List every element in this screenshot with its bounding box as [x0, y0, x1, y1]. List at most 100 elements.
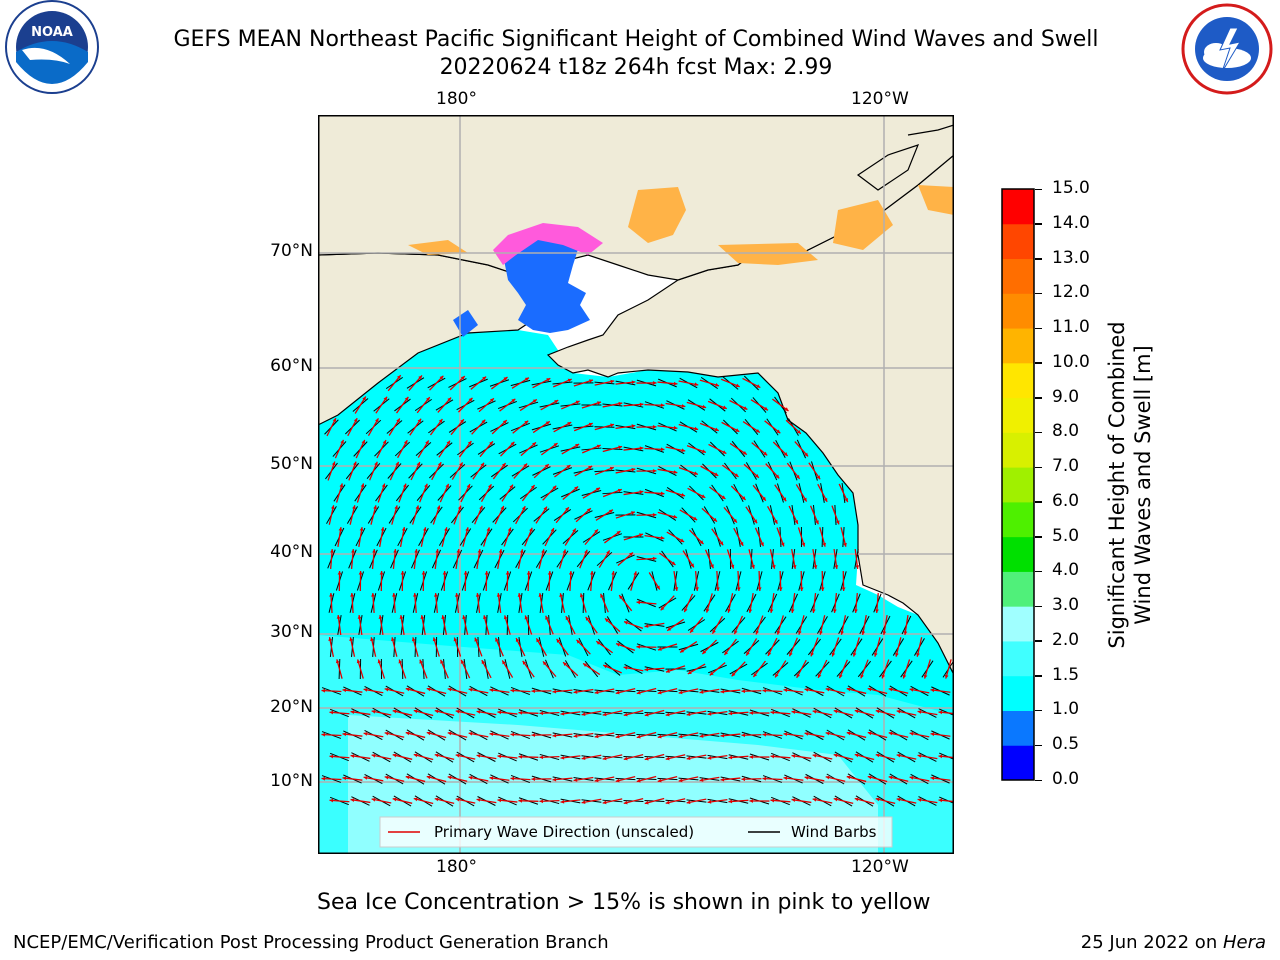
wave-arrow-head: [352, 505, 356, 510]
colorbar-tick-mark: [1035, 709, 1042, 712]
wave-arrow-head: [573, 734, 578, 738]
wave-arrow-head: [531, 689, 535, 693]
wave-arrow-head: [503, 615, 508, 620]
colorbar-tick-label: 8.0: [1052, 421, 1080, 442]
wave-arrow-head: [833, 709, 838, 714]
colorbar-tick-mark: [1035, 570, 1042, 573]
wave-arrow-head: [530, 485, 535, 490]
wave-arrow-head: [371, 709, 376, 714]
colorbar-cell: [1002, 571, 1034, 607]
sea-ice-orange-4: [918, 185, 954, 215]
wave-arrow-head: [702, 404, 707, 409]
chart-title: GEFS MEAN Northeast Pacific Significant …: [173, 27, 1099, 52]
wave-arrow-head: [405, 775, 410, 780]
wave-arrow-head: [413, 709, 418, 714]
wave-arrow-head: [396, 375, 401, 380]
colorbar-tick-label: 10.0: [1052, 351, 1090, 372]
colorbar: [1001, 188, 1035, 781]
wave-arrow-head: [489, 688, 494, 693]
wave-arrow-head: [665, 712, 670, 717]
wave-arrow-head: [595, 487, 600, 492]
wave-arrow-head: [713, 517, 717, 522]
footer-date-text: 25 Jun 2022 on: [1080, 932, 1223, 953]
wave-arrow-head: [776, 630, 781, 635]
wave-arrow-head: [583, 663, 588, 667]
wave-arrow-head: [396, 418, 400, 423]
wave-arrow-head: [581, 800, 586, 805]
wave-arrow-head: [479, 505, 483, 510]
wave-arrow-head: [498, 549, 503, 553]
wave-arrow-head: [888, 775, 893, 780]
wave-arrow-head: [524, 377, 529, 382]
lon-label-bottom-180: 180°: [436, 857, 477, 877]
lat-label-20n: 20°N: [270, 697, 313, 717]
wave-arrow-head: [524, 615, 529, 620]
colorbar-cell: [1002, 501, 1034, 538]
wave-arrow-head: [790, 609, 795, 613]
wave-arrow-head: [522, 660, 527, 665]
wave-arrow-head: [552, 777, 557, 782]
wave-arrow-head: [393, 549, 398, 553]
wave-arrow-head: [340, 439, 344, 444]
colorbar-cell: [1002, 397, 1034, 433]
wave-arrow-head: [916, 652, 920, 657]
wave-arrow-head: [644, 756, 649, 761]
lon-label-top-120w: 120°W: [851, 89, 909, 109]
colorbar-cell: [1002, 536, 1034, 572]
wave-arrow-head: [616, 642, 621, 647]
wave-arrow-head: [475, 593, 480, 597]
wave-arrow-head: [623, 666, 628, 670]
wave-arrow-head: [875, 797, 880, 802]
wave-arrow-head: [743, 406, 748, 410]
wave-arrow-head: [665, 756, 670, 761]
wave-arrow-head: [882, 631, 887, 635]
wave-arrow-head: [521, 506, 526, 511]
wave-arrow-head: [460, 376, 465, 380]
wave-arrow-head: [440, 659, 444, 664]
wave-arrow-head: [363, 731, 368, 736]
wave-arrow-head: [465, 527, 469, 532]
wave-arrow-head: [755, 428, 760, 433]
wave-arrow-head: [433, 593, 438, 597]
wave-arrow-head: [780, 542, 785, 547]
wave-arrow-head: [532, 442, 536, 447]
wave-arrow-head: [909, 775, 914, 780]
wave-arrow-head: [486, 527, 491, 532]
wave-arrow-head: [938, 754, 943, 759]
wave-arrow-head: [372, 549, 376, 553]
wave-arrow-head: [860, 674, 864, 679]
wave-arrow-head: [394, 505, 399, 510]
wave-arrow-head: [917, 754, 922, 758]
wave-arrow-head: [502, 420, 507, 424]
wave-arrow-head: [775, 673, 779, 678]
wave-arrow-head: [370, 637, 374, 642]
wave-arrow-head: [727, 608, 731, 613]
colorbar-tick-label: 11.0: [1052, 317, 1090, 338]
wave-arrow-head: [405, 731, 410, 736]
wave-arrow-head: [420, 615, 425, 619]
wave-arrow-head: [767, 651, 772, 656]
wave-arrow-head: [795, 474, 800, 479]
wave-arrow-head: [594, 690, 599, 695]
wave-arrow-head: [381, 483, 386, 488]
wave-arrow-head: [589, 379, 593, 383]
wave-arrow-head: [735, 428, 740, 432]
wave-arrow-head: [728, 799, 733, 804]
wave-arrow-head: [518, 798, 523, 803]
wave-arrow-head: [734, 473, 739, 477]
wave-arrow-head: [794, 520, 798, 525]
wave-arrow-head: [480, 462, 485, 467]
wave-arrow-head: [644, 667, 649, 672]
wave-arrow-head: [565, 616, 570, 621]
wave-arrow-head: [762, 776, 767, 781]
wave-arrow-head: [639, 402, 644, 407]
wave-arrow-head: [531, 733, 535, 737]
wave-arrow-head: [552, 733, 557, 738]
wave-arrow-head: [342, 776, 347, 781]
wave-arrow-head: [483, 615, 487, 620]
wave-direction-arrows: [321, 374, 954, 807]
wave-arrow-head: [819, 630, 823, 635]
wave-arrow-head: [783, 732, 788, 737]
wave-arrow-head: [375, 418, 379, 423]
wave-arrow-head: [441, 615, 446, 620]
